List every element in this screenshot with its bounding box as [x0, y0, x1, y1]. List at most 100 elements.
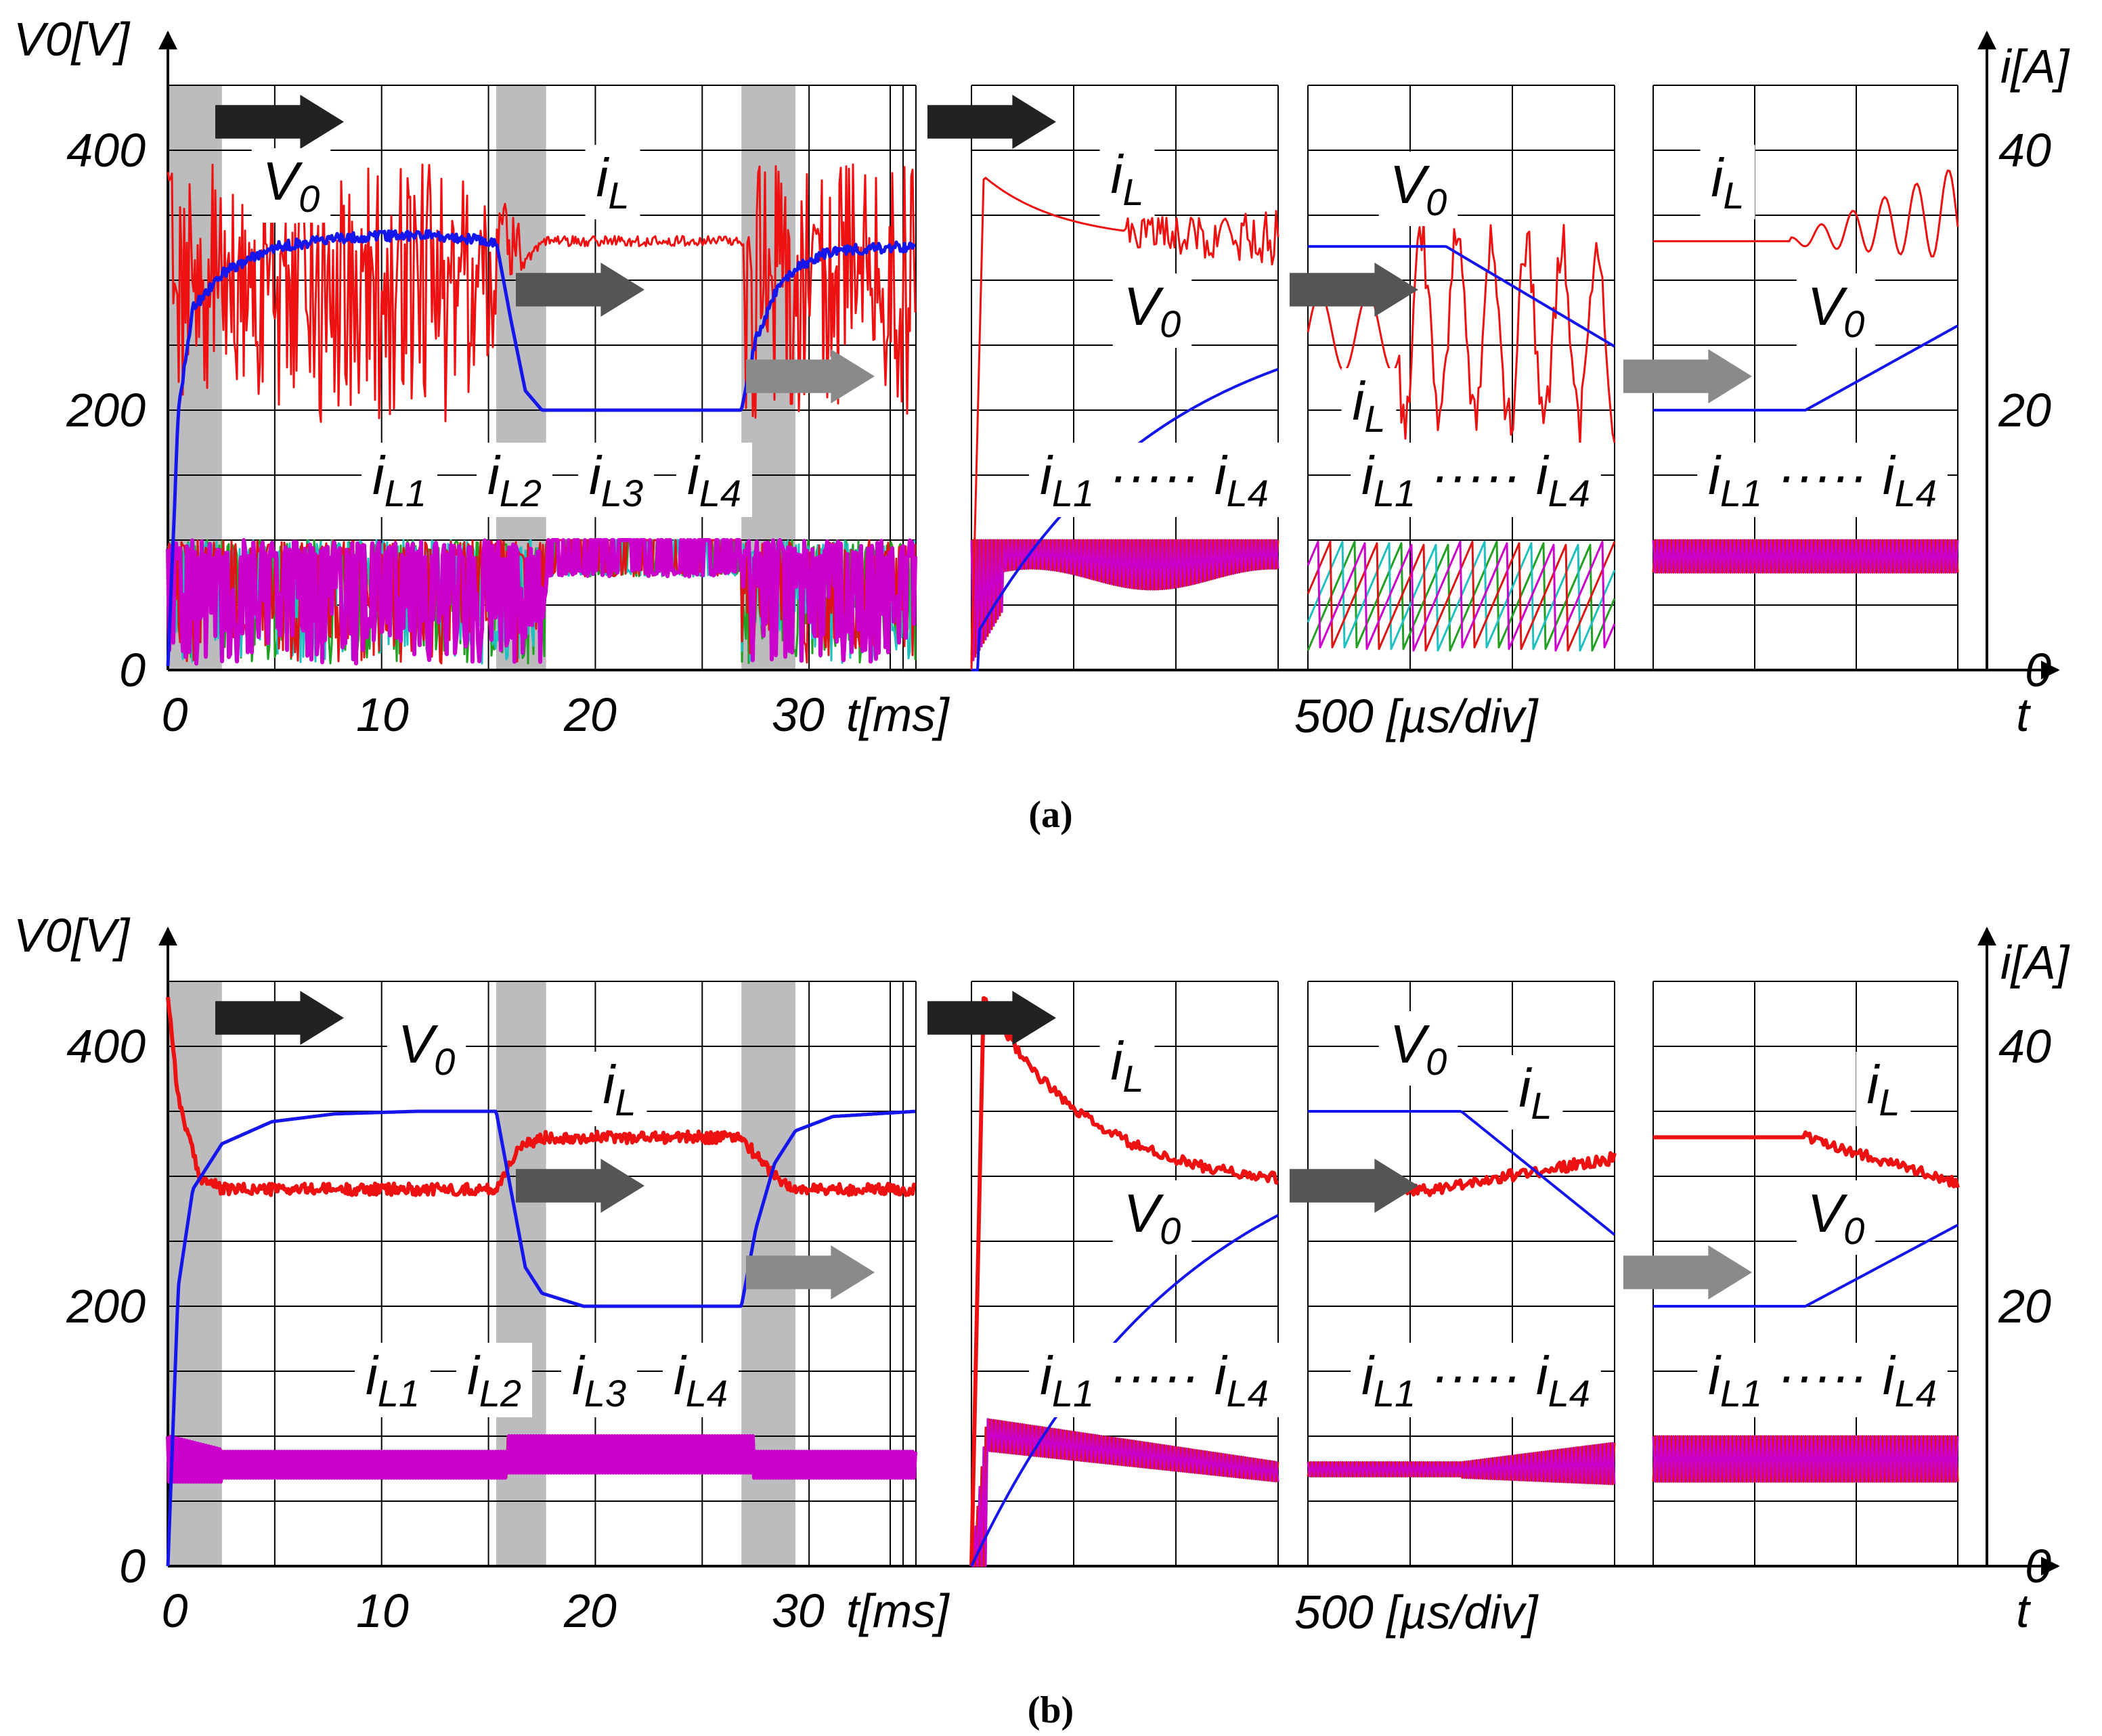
- label-zoom-1-phases-part: L1: [1052, 472, 1094, 514]
- current-axis-label: i[A]: [2000, 936, 2070, 989]
- label-phase-current-3-bg: [577, 443, 655, 517]
- label-zoom-1-phases-part: i: [1040, 445, 1053, 506]
- label-zoom-3-phases-part: L4: [1895, 1372, 1937, 1415]
- label-phase-current-3-part: L3: [584, 1372, 626, 1415]
- label-zoom-2-phases-text: iL1 ····· iL4: [1361, 445, 1590, 514]
- label-phase-current-2-part: L2: [479, 1372, 521, 1415]
- label-zoom-2-a: V0: [1378, 1011, 1458, 1086]
- label-phase-current-1-text: iL1: [366, 1345, 420, 1415]
- label-zoom-1-phases-part: ·····: [1094, 445, 1214, 506]
- phase-current-trace: [166, 1434, 917, 1484]
- output-voltage-trace-main: [166, 229, 916, 667]
- label-zoom-2-b-text: iL: [1519, 1058, 1552, 1127]
- label-zoom-2-a-bg: [1378, 152, 1458, 226]
- label-zoom-2-phases-part: i: [1536, 1345, 1550, 1406]
- label-v0-main: V0: [387, 1011, 466, 1086]
- label-il-main-part: i: [603, 1054, 617, 1115]
- zoom-panel-3: [1652, 1130, 1960, 1483]
- label-v0-main-part: 0: [299, 177, 320, 220]
- transition-arrow-load-step-zoom: [1290, 1159, 1418, 1213]
- label-il-main-bg: [592, 1052, 647, 1126]
- label-zoom-3-b-part: V: [1808, 276, 1848, 336]
- label-zoom-1-phases-part: L4: [1227, 472, 1269, 514]
- label-zoom-1-b: V0: [1112, 273, 1192, 348]
- current-tick-label: 40: [1998, 1020, 2051, 1073]
- label-zoom-3-phases-bg: [1697, 1343, 1948, 1417]
- transition-arrow-load-step-zoom: [1290, 263, 1418, 317]
- label-zoom-3-phases-part: i: [1708, 445, 1722, 506]
- label-zoom-1-a-text: iL: [1111, 1031, 1144, 1100]
- output-voltage-trace-zoom: [1308, 245, 1616, 348]
- transition-arrow-load-return-zoom: [1623, 1245, 1752, 1299]
- label-zoom-1-b: V0: [1112, 1180, 1192, 1255]
- label-zoom-3-b-bg: [1796, 1180, 1876, 1255]
- label-zoom-3-a-part: L: [1723, 174, 1744, 217]
- current-tick-label: 20: [1998, 384, 2051, 437]
- phase-current-trace: [971, 1418, 1279, 1567]
- label-zoom-1-a-part: i: [1111, 1031, 1124, 1091]
- label-zoom-1-phases-part: L1: [1052, 1372, 1094, 1415]
- label-phase-current-4-text: iL4: [674, 1345, 728, 1415]
- output-voltage-trace-zoom: [1653, 324, 1958, 411]
- label-zoom-2-phases-part: L1: [1374, 472, 1416, 514]
- label-zoom-2-a-bg: [1378, 1011, 1458, 1086]
- label-zoom-1-phases: iL1 ····· iL4: [1029, 1343, 1279, 1417]
- phase-currents-main: [166, 538, 917, 666]
- label-zoom-1-b-part: 0: [1160, 303, 1181, 345]
- label-il-main-part: i: [596, 148, 610, 208]
- label-zoom-1-b-bg: [1112, 273, 1192, 348]
- transition-arrow-load-return-zoom: [1623, 349, 1752, 403]
- label-zoom-3-phases-part: L4: [1895, 472, 1937, 514]
- label-zoom-3-b: V0: [1796, 273, 1876, 348]
- voltage-tick-label: 400: [66, 1020, 146, 1073]
- label-zoom-2-phases-part: ·····: [1416, 1345, 1536, 1406]
- label-zoom-1-b-bg: [1112, 1180, 1192, 1255]
- time-tick-label: 20: [563, 1584, 617, 1637]
- label-v0-main-bg: [251, 148, 331, 223]
- label-il-main-part: L: [608, 174, 629, 217]
- label-zoom-2-b-part: i: [1353, 371, 1366, 431]
- label-phase-current-2-bg: [456, 1343, 533, 1417]
- label-phase-current-3-bg: [561, 1343, 638, 1417]
- label-phase-current-1: iL1: [361, 443, 438, 517]
- label-phase-current-2-text: iL2: [487, 445, 542, 514]
- label-zoom-3-b-bg: [1796, 273, 1876, 348]
- label-phase-current-1-part: i: [366, 1345, 379, 1406]
- label-zoom-2-a-part: 0: [1426, 181, 1447, 223]
- label-phase-current-4-part: i: [687, 445, 701, 506]
- current-axis-label: i[A]: [2000, 40, 2070, 93]
- label-zoom-2-phases-text: iL1 ····· iL4: [1361, 1345, 1590, 1415]
- label-zoom-2-phases-bg: [1351, 1343, 1601, 1417]
- time-label-right: t: [2016, 1584, 2031, 1637]
- label-zoom-2-phases-part: L4: [1548, 1372, 1590, 1415]
- label-zoom-2-b: iL: [1508, 1055, 1563, 1130]
- label-zoom-3-b-text: V0: [1808, 1183, 1865, 1252]
- label-zoom-3-phases: iL1 ····· iL4: [1697, 1343, 1948, 1417]
- label-zoom-3-phases-part: ·····: [1762, 445, 1883, 506]
- label-zoom-2-b-bg: [1341, 368, 1397, 443]
- label-phase-current-4-part: i: [674, 1345, 687, 1406]
- label-zoom-3-a-part: i: [1711, 148, 1725, 208]
- zoom-panel-1: [969, 996, 1279, 1567]
- label-zoom-3-phases-part: i: [1883, 445, 1896, 506]
- label-il-main-part: L: [615, 1081, 636, 1123]
- label-phase-current-3: iL3: [561, 1343, 638, 1417]
- time-tick-label: 30: [772, 688, 825, 741]
- zoom-scale-label: 500 [µs/div]: [1294, 1586, 1539, 1639]
- label-zoom-1-a-bg: [1099, 141, 1155, 216]
- label-phase-current-1-part: L1: [385, 472, 426, 514]
- time-label-right: t: [2016, 688, 2031, 741]
- label-phase-current-4-text: iL4: [687, 445, 741, 514]
- label-zoom-1-a-part: i: [1111, 144, 1124, 204]
- zoom-panel-1: [970, 177, 1279, 671]
- label-zoom-1-phases-part: i: [1214, 445, 1228, 506]
- label-phase-current-4: iL4: [676, 443, 753, 517]
- label-zoom-3-b-part: 0: [1843, 1209, 1864, 1252]
- label-v0-main-part: 0: [434, 1040, 455, 1083]
- label-phase-current-1: iL1: [354, 1343, 431, 1417]
- voltage-axis-label: V0[V]: [14, 909, 131, 962]
- phase-current-trace: [970, 539, 1279, 661]
